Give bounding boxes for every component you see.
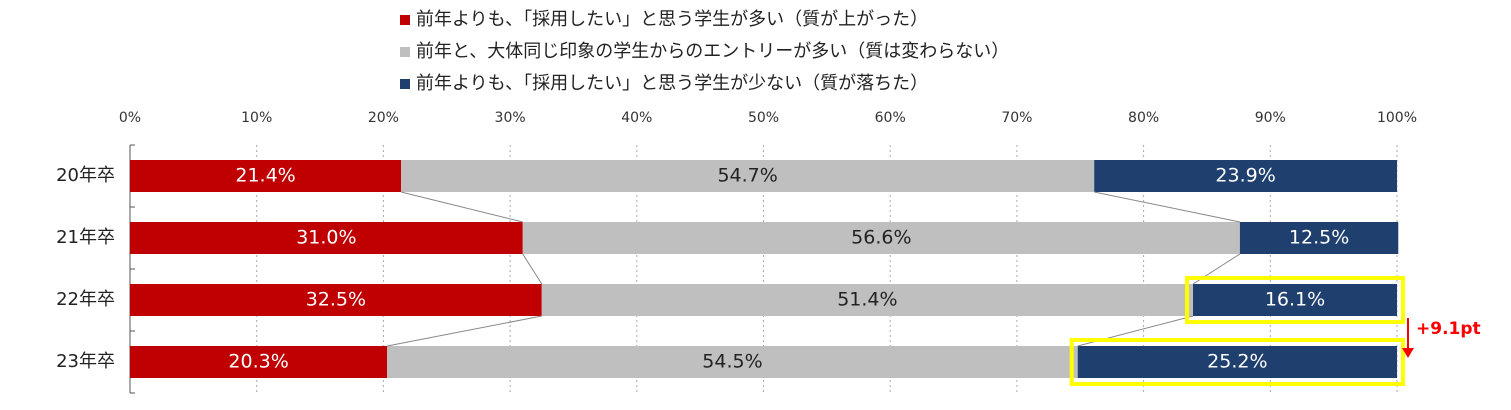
bar-segment <box>1239 222 1399 254</box>
bar-segment <box>1094 160 1397 192</box>
legend-label: 前年と、大体同じ印象の学生からのエントリーが多い（質は変わらない） <box>416 41 1009 62</box>
highlight-box <box>1185 276 1405 324</box>
x-tick-label: 50% <box>748 110 779 126</box>
legend-swatch <box>400 47 410 57</box>
x-tick-label: 0% <box>119 110 141 126</box>
annotation: +9.1pt <box>1416 319 1481 339</box>
value-label: 54.5% <box>702 351 762 373</box>
y-tick-label: 22年卒 <box>56 289 115 310</box>
value-label: 20.3% <box>228 351 288 373</box>
annotation-arrowhead <box>1402 348 1414 358</box>
x-tick-label: 20% <box>368 110 399 126</box>
connector-line <box>387 315 542 347</box>
value-label: 54.7% <box>717 165 777 187</box>
connector-line <box>522 253 543 285</box>
bar-segment <box>1077 346 1397 378</box>
value-label: 51.4% <box>837 289 897 311</box>
bar-segment <box>541 284 1194 316</box>
value-label: 56.6% <box>851 227 911 249</box>
bar-segment <box>130 284 542 316</box>
value-label: 32.5% <box>306 289 366 311</box>
x-tick-label: 60% <box>875 110 906 126</box>
y-tick-label: 20年卒 <box>56 165 115 186</box>
bar-segment <box>130 346 388 378</box>
x-tick-label: 90% <box>1255 110 1286 126</box>
x-tick-label: 100% <box>1377 110 1417 126</box>
y-tick-label: 23年卒 <box>56 351 115 372</box>
value-label: 21.4% <box>235 165 295 187</box>
x-tick-label: 80% <box>1128 110 1159 126</box>
bar-segment <box>401 160 1095 192</box>
bar-segment <box>387 346 1078 378</box>
x-tick-label: 30% <box>495 110 526 126</box>
x-tick-label: 40% <box>621 110 652 126</box>
x-tick-label: 70% <box>1001 110 1032 126</box>
value-label: 25.2% <box>1207 351 1267 373</box>
connector-line <box>401 191 523 223</box>
legend-label: 前年よりも、「採用したい」と思う学生が少ない（質が落ちた） <box>416 73 928 94</box>
bar-segment <box>130 222 523 254</box>
bar-segment <box>522 222 1240 254</box>
legend-swatch <box>400 79 410 89</box>
highlight-box <box>1069 338 1405 386</box>
legend-swatch <box>400 15 410 25</box>
x-tick-label: 10% <box>241 110 272 126</box>
connector-line <box>1094 191 1240 223</box>
legend-label: 前年よりも、「採用したい」と思う学生が多い（質が上がった） <box>416 9 928 30</box>
value-label: 31.0% <box>296 227 356 249</box>
value-label: 12.5% <box>1289 227 1349 249</box>
value-label: 23.9% <box>1215 165 1275 187</box>
bar-segment <box>130 160 402 192</box>
bar-segment <box>1193 284 1397 316</box>
value-label: 16.1% <box>1265 289 1325 311</box>
y-tick-label: 21年卒 <box>56 227 115 248</box>
